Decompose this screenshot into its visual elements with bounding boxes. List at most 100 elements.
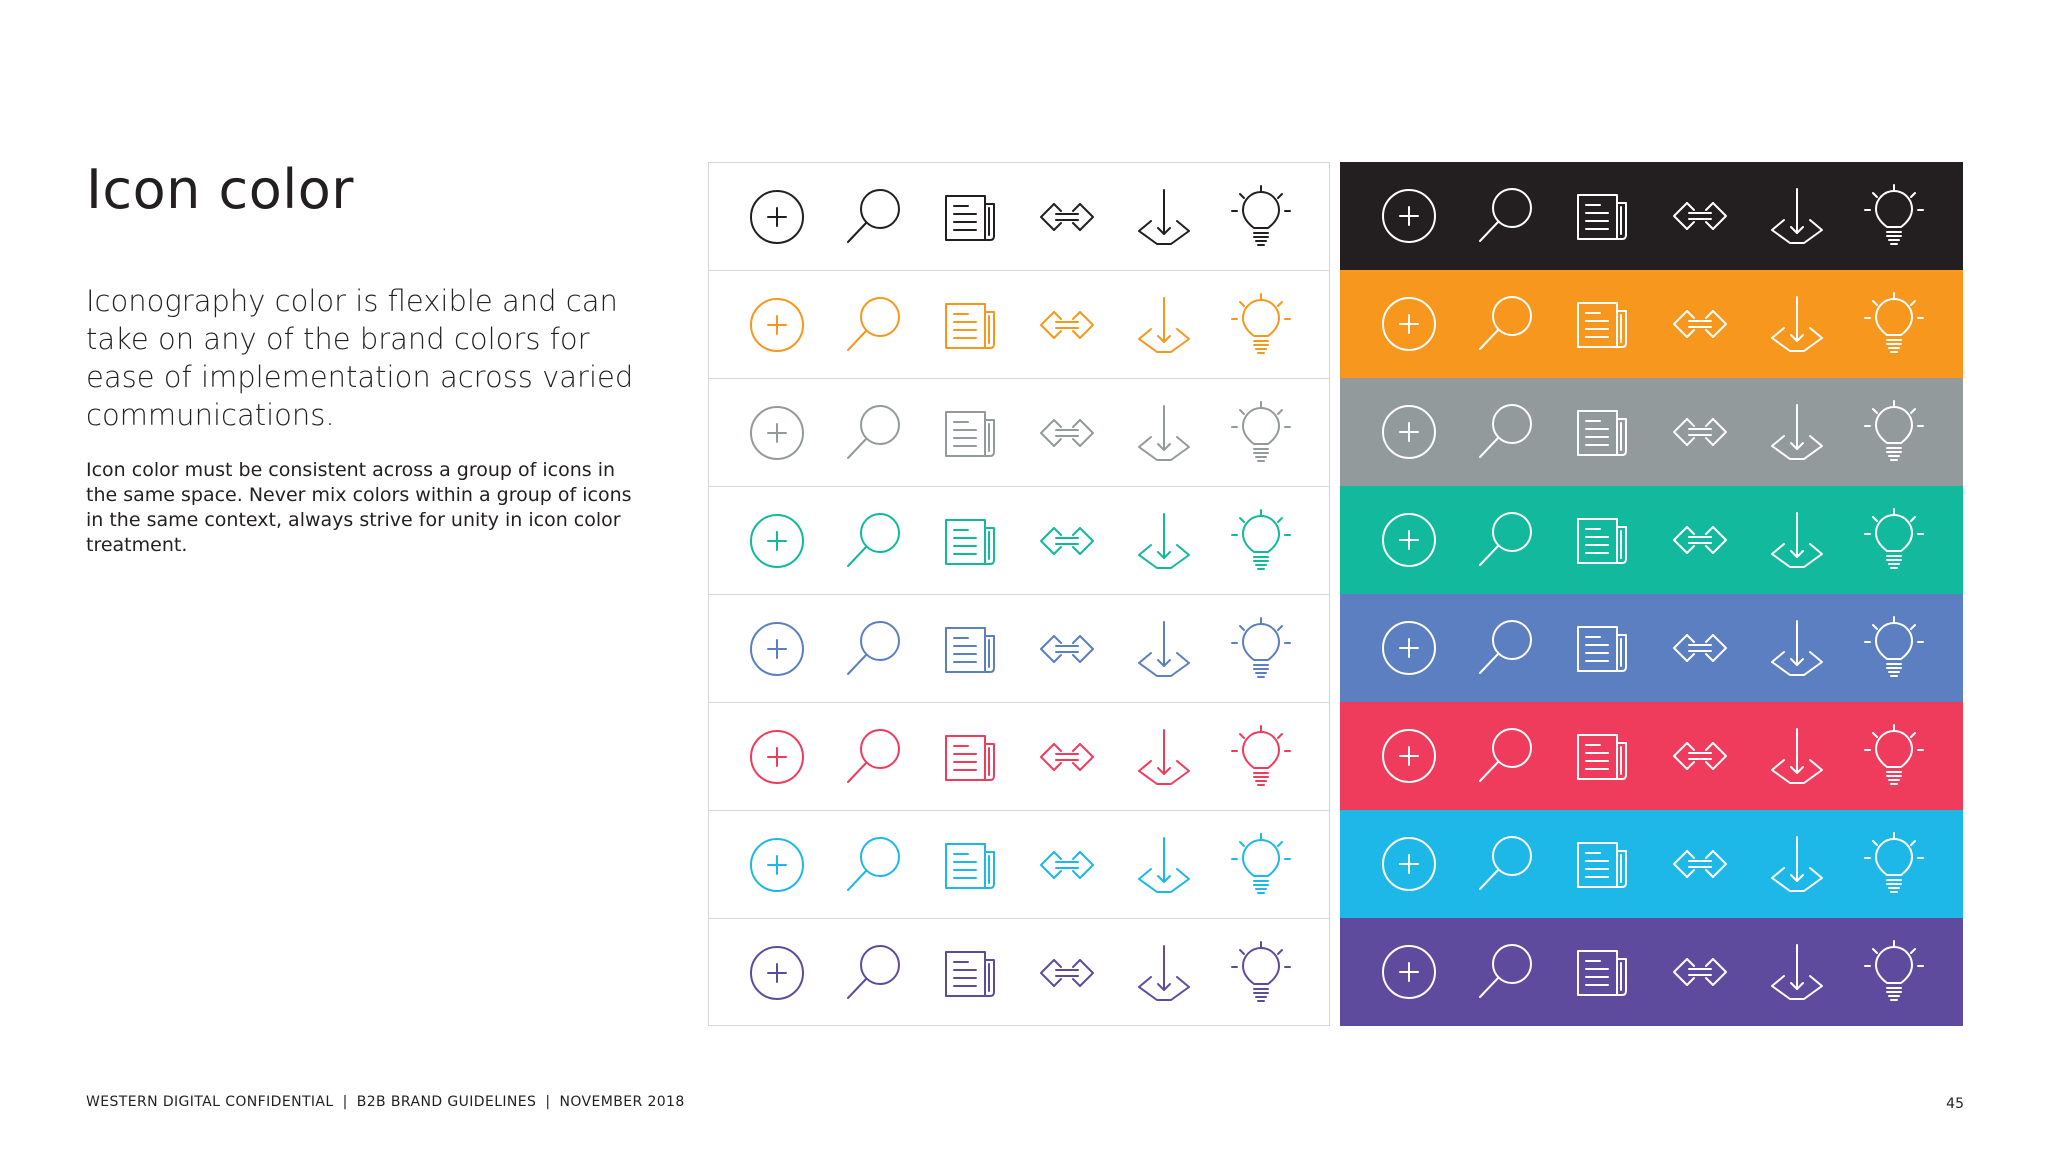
icon-row-white — [709, 703, 1329, 811]
lightbulb-icon — [1861, 615, 1927, 681]
plus-circle-icon — [744, 724, 810, 790]
plus-circle-icon — [1376, 507, 1442, 573]
download-arrow-icon — [1764, 399, 1830, 465]
plus-circle-icon — [1376, 723, 1442, 789]
newspaper-icon — [1570, 723, 1636, 789]
magnifier-icon — [1473, 723, 1539, 789]
newspaper-icon — [1570, 291, 1636, 357]
plus-circle-icon — [744, 508, 810, 574]
icon-row-color — [1340, 918, 1963, 1026]
icon-row-white — [709, 271, 1329, 379]
lightbulb-icon — [1228, 940, 1294, 1006]
plus-circle-icon — [744, 184, 810, 250]
exchange-arrows-icon — [1034, 292, 1100, 358]
magnifier-icon — [841, 400, 907, 466]
magnifier-icon — [841, 832, 907, 898]
icon-row-color — [1340, 270, 1963, 378]
icon-row-color — [1340, 378, 1963, 486]
lightbulb-icon — [1228, 292, 1294, 358]
plus-circle-icon — [744, 292, 810, 358]
exchange-arrows-icon — [1667, 831, 1733, 897]
footer: WESTERN DIGITAL CONFIDENTIAL | B2B BRAND G… — [86, 1094, 685, 1110]
exchange-arrows-icon — [1667, 183, 1733, 249]
download-arrow-icon — [1131, 616, 1197, 682]
download-arrow-icon — [1764, 507, 1830, 573]
page-number: 45 — [1946, 1096, 1964, 1112]
newspaper-icon — [1570, 399, 1636, 465]
newspaper-icon — [1570, 939, 1636, 1005]
footer-date: NOVEMBER 2018 — [559, 1094, 685, 1110]
newspaper-icon — [938, 508, 1004, 574]
icon-row-white — [709, 919, 1329, 1027]
magnifier-icon — [841, 724, 907, 790]
icon-row-white — [709, 163, 1329, 271]
exchange-arrows-icon — [1034, 832, 1100, 898]
download-arrow-icon — [1131, 184, 1197, 250]
newspaper-icon — [1570, 615, 1636, 681]
magnifier-icon — [841, 508, 907, 574]
exchange-arrows-icon — [1034, 400, 1100, 466]
plus-circle-icon — [1376, 399, 1442, 465]
plus-circle-icon — [1376, 291, 1442, 357]
plus-circle-icon — [744, 400, 810, 466]
footer-company: WESTERN DIGITAL CONFIDENTIAL — [86, 1094, 334, 1110]
icon-grid-on-white — [708, 162, 1330, 1026]
newspaper-icon — [938, 940, 1004, 1006]
exchange-arrows-icon — [1667, 615, 1733, 681]
lightbulb-icon — [1228, 400, 1294, 466]
lightbulb-icon — [1861, 939, 1927, 1005]
newspaper-icon — [938, 292, 1004, 358]
lightbulb-icon — [1228, 724, 1294, 790]
lead-paragraph: Iconography color is flexible and can ta… — [86, 284, 634, 432]
newspaper-icon — [1570, 183, 1636, 249]
download-arrow-icon — [1764, 939, 1830, 1005]
exchange-arrows-icon — [1667, 507, 1733, 573]
icon-row-color — [1340, 594, 1963, 702]
download-arrow-icon — [1764, 291, 1830, 357]
icon-grid-on-color — [1340, 162, 1963, 1026]
plus-circle-icon — [1376, 615, 1442, 681]
plus-circle-icon — [744, 616, 810, 682]
lightbulb-icon — [1861, 291, 1927, 357]
download-arrow-icon — [1131, 724, 1197, 790]
exchange-arrows-icon — [1034, 616, 1100, 682]
magnifier-icon — [1473, 399, 1539, 465]
download-arrow-icon — [1131, 292, 1197, 358]
download-arrow-icon — [1764, 831, 1830, 897]
magnifier-icon — [1473, 507, 1539, 573]
icon-row-white — [709, 811, 1329, 919]
icon-row-color — [1340, 162, 1963, 270]
plus-circle-icon — [1376, 183, 1442, 249]
exchange-arrows-icon — [1034, 724, 1100, 790]
download-arrow-icon — [1131, 400, 1197, 466]
lightbulb-icon — [1228, 184, 1294, 250]
body-paragraph: Icon color must be consistent across a g… — [86, 459, 632, 556]
magnifier-icon — [841, 616, 907, 682]
magnifier-icon — [1473, 831, 1539, 897]
plus-circle-icon — [1376, 831, 1442, 897]
exchange-arrows-icon — [1034, 184, 1100, 250]
newspaper-icon — [938, 400, 1004, 466]
plus-circle-icon — [744, 832, 810, 898]
exchange-arrows-icon — [1667, 399, 1733, 465]
icon-row-color — [1340, 810, 1963, 918]
magnifier-icon — [1473, 939, 1539, 1005]
newspaper-icon — [938, 724, 1004, 790]
magnifier-icon — [841, 292, 907, 358]
download-arrow-icon — [1764, 615, 1830, 681]
exchange-arrows-icon — [1034, 940, 1100, 1006]
lightbulb-icon — [1861, 831, 1927, 897]
exchange-arrows-icon — [1667, 723, 1733, 789]
download-arrow-icon — [1131, 940, 1197, 1006]
download-arrow-icon — [1764, 183, 1830, 249]
plus-circle-icon — [1376, 939, 1442, 1005]
icon-row-white — [709, 487, 1329, 595]
magnifier-icon — [1473, 183, 1539, 249]
lightbulb-icon — [1861, 399, 1927, 465]
lightbulb-icon — [1228, 508, 1294, 574]
download-arrow-icon — [1131, 508, 1197, 574]
lightbulb-icon — [1228, 616, 1294, 682]
plus-circle-icon — [744, 940, 810, 1006]
lightbulb-icon — [1861, 507, 1927, 573]
magnifier-icon — [1473, 291, 1539, 357]
